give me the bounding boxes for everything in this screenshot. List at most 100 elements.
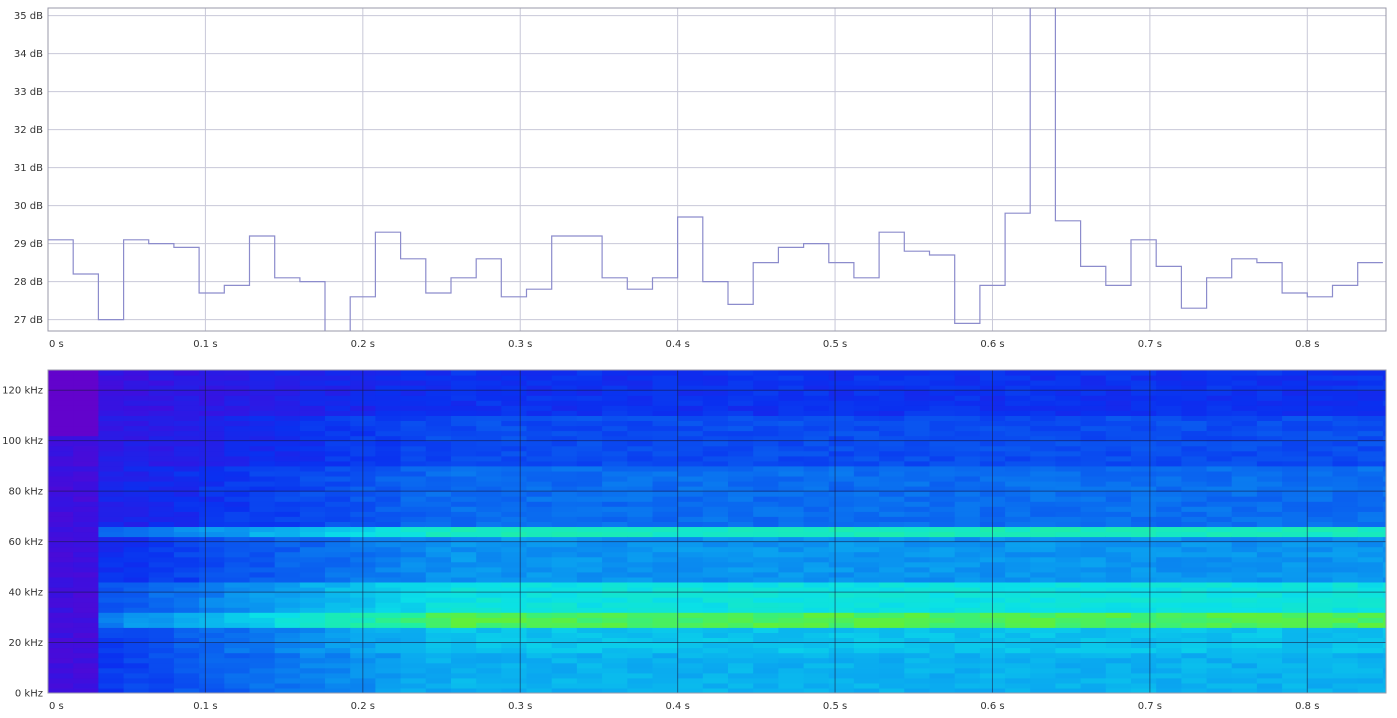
spectrogram-cell [728,465,754,472]
spectrogram-cell [1231,682,1258,689]
spectrogram-cell [173,470,200,477]
spectrogram-cell [904,415,931,421]
spectrogram-cell [652,647,679,654]
spectrogram-cell [1131,561,1157,568]
spectrogram-cell [199,481,225,487]
spectrogram-cell [1131,662,1157,669]
spectrogram-cell [1332,602,1359,608]
spectrogram-cell [1382,688,1386,693]
spectrogram-cell [1080,551,1107,558]
spectrogram-cell [48,602,74,608]
spectrogram-cell [1131,556,1157,563]
spectrogram-cell [375,486,402,492]
spectrogram-cell [1357,481,1384,487]
spectrogram-cell [123,677,150,684]
spectrogram-cell [627,531,654,538]
spectrogram-cell [853,612,880,618]
spectrogram-cell [1206,688,1233,693]
spectrogram-cell [627,506,654,512]
spectrogram-cell [73,375,99,381]
spectrogram-cell [526,481,553,487]
spectrogram-cell [1030,395,1056,401]
spectrogram-cell [728,632,754,638]
spectrogram-cell [803,556,830,563]
spectrogram-cell [123,566,150,573]
spectrogram-cell [224,597,251,603]
spectrogram-cell [828,632,855,638]
spectrogram-cell [954,652,981,659]
spectrogram-cell [677,506,704,512]
spectrogram-cell [1256,657,1283,664]
spectrogram-cell [451,576,477,583]
spectrogram-cell [224,395,251,401]
spectrogram-cell [753,390,779,396]
spectrogram-cell [1231,405,1258,411]
spectrogram-cell [173,516,200,522]
spectrogram-cell [1206,415,1233,421]
spectrogram-cell [904,455,931,462]
spectrogram-cell [1231,677,1258,684]
spectrogram-cell [48,688,74,693]
spectrogram-cell [728,476,754,482]
spectrogram-cell [224,375,251,381]
spectrogram-cell [98,501,125,507]
spectrogram-cell [98,440,125,447]
spectrogram-cell [274,657,301,664]
spectrogram-cell [148,516,175,522]
spectrogram-cell [451,677,477,684]
spectrogram-cell [1005,672,1031,679]
spectrogram-cell [375,481,402,487]
spectrogram-cell [702,400,729,406]
spectrogram-cell [702,592,729,598]
spectrogram-cell [1005,551,1031,558]
spectrogram-cell [551,627,578,633]
spectrogram-cell [702,455,729,462]
spectrogram-cell [1206,506,1233,512]
spectrogram-cell [173,385,200,391]
spectrogram-cell [299,405,326,411]
spectrogram-cell [148,612,175,618]
spectrogram-cell [148,390,175,396]
spectrogram-cell [828,400,855,406]
spectrogram-cell [904,521,931,527]
spectrogram-cell [1131,491,1157,497]
spectrogram-cell [400,481,427,487]
spectrogram-cell [778,536,805,543]
level-x-tick-label: 0 s [49,339,64,350]
spectrogram-cell [173,551,200,558]
spectrogram-cell [1055,642,1082,649]
spectrogram-cell [1055,541,1082,548]
spectrogram-cell [224,476,251,482]
spectrogram-cell [375,405,402,411]
spectrogram-cell [526,602,553,608]
spectrogram-cell [1357,496,1384,502]
spectrogram-cell [400,632,427,638]
spectrogram-cell [904,380,931,386]
spectrogram-cell [325,682,351,689]
spectrogram-cell [652,688,679,693]
spectrogram-cell [1030,415,1056,421]
spectrogram-cell [73,531,99,538]
spectrogram-cell [1055,622,1082,628]
spectrogram-cell [1231,546,1258,553]
spectrogram-cell [778,607,805,613]
spectrogram-cell [1332,521,1359,527]
spectrogram-cell [1105,688,1132,693]
spectrogram-cell [224,410,251,416]
spectrogram-cell [1256,526,1283,533]
spectrogram-cell [1080,642,1107,649]
spectrogram-cell [476,460,502,467]
spectrogram-cell [828,637,855,644]
spectrogram-cell [904,491,931,497]
spectrogram-cell [1382,576,1386,583]
spectrogram-cell [1080,511,1107,517]
spectrogram-cell [803,657,830,664]
spectrogram-cell [652,405,679,411]
spectrogram-cell [803,455,830,462]
spectrogram-cell [123,637,150,644]
spectrogram-cell [1382,662,1386,669]
spectrogram-cell [1030,440,1056,447]
spectrogram-cell [425,410,452,416]
spectrogram-cell [1231,415,1258,421]
spectrogram-cell [425,390,452,396]
